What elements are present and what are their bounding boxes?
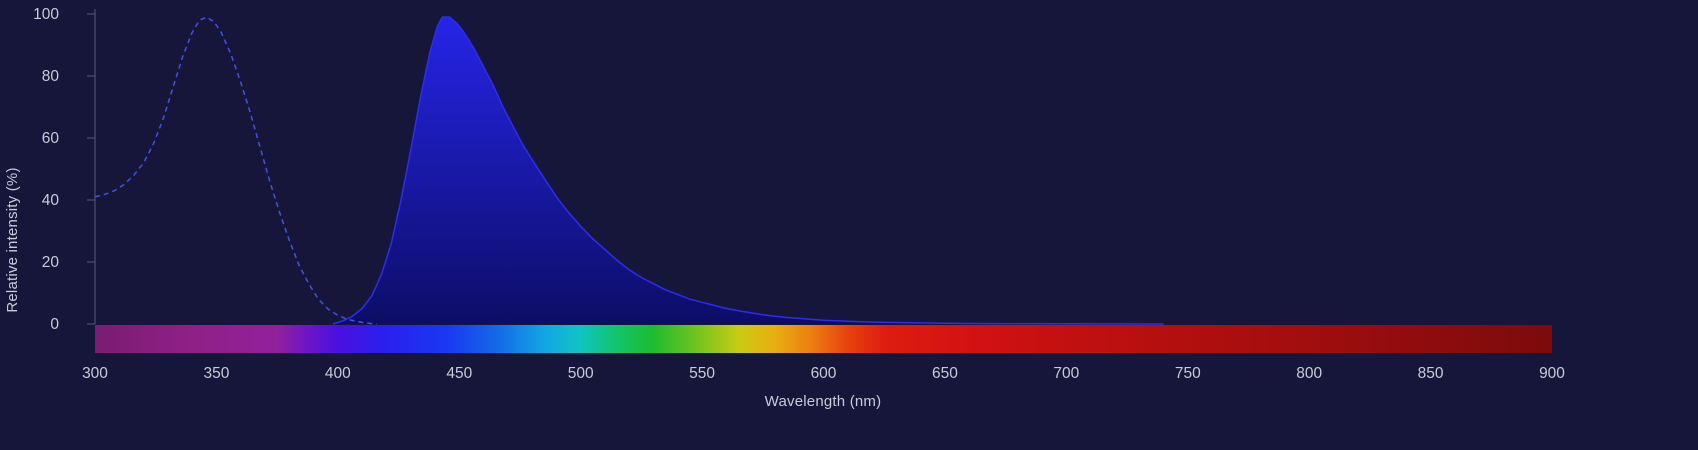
x-tick-label: 600 xyxy=(811,365,837,382)
x-axis-ticks: 300 350 400 450 500 550 600 650 700 750 800 850 900 xyxy=(82,365,1565,382)
x-tick-label: 500 xyxy=(568,365,594,382)
x-tick-label: 650 xyxy=(932,365,958,382)
emission-curve-line xyxy=(332,16,1164,325)
x-tick-label: 350 xyxy=(203,365,229,382)
x-tick-label: 800 xyxy=(1296,365,1322,382)
y-axis-title: Relative intensity (%) xyxy=(4,167,21,312)
x-tick-label: 450 xyxy=(446,365,472,382)
x-tick-label: 900 xyxy=(1539,365,1565,382)
y-tick-label: 20 xyxy=(42,254,60,271)
excitation-curve-dashed-line xyxy=(94,16,377,325)
y-tick-label: 40 xyxy=(42,192,60,209)
x-tick-label: 300 xyxy=(82,365,108,382)
y-tick-label: 100 xyxy=(33,6,59,23)
y-axis-ticks: 0 20 40 60 80 100 xyxy=(33,6,95,333)
emission-curve-area xyxy=(333,17,1164,324)
wavelength-spectrum-bar xyxy=(95,325,1552,353)
y-tick-label: 60 xyxy=(42,130,60,147)
y-tick-label: 0 xyxy=(50,316,59,333)
x-tick-label: 700 xyxy=(1053,365,1079,382)
y-tick-label: 80 xyxy=(42,68,60,85)
x-axis-title: Wavelength (nm) xyxy=(765,393,882,410)
x-tick-label: 850 xyxy=(1418,365,1444,382)
x-tick-label: 550 xyxy=(689,365,715,382)
x-tick-label: 750 xyxy=(1175,365,1201,382)
x-tick-label: 400 xyxy=(325,365,351,382)
